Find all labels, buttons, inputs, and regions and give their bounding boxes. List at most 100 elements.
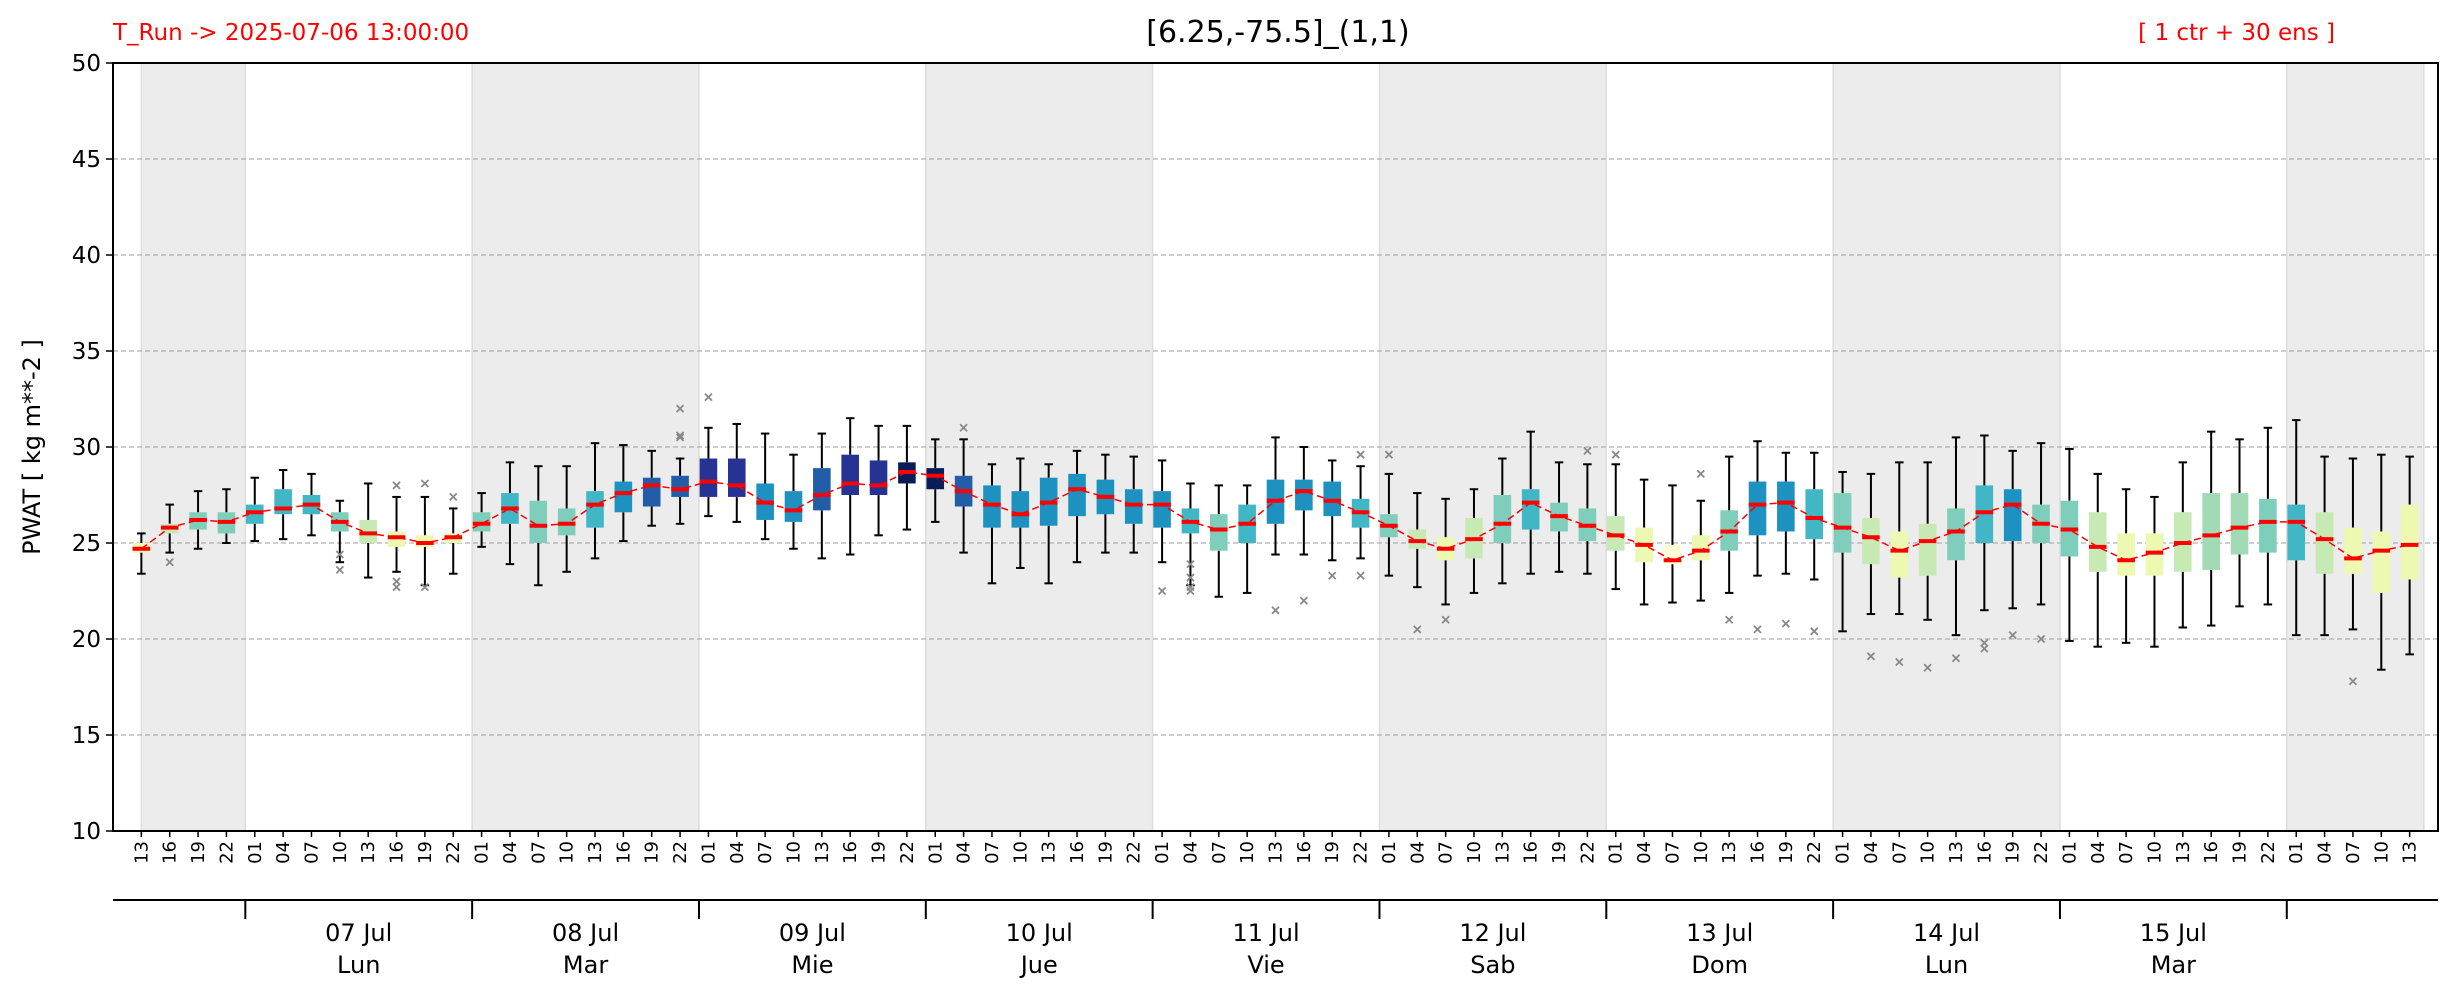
outlier [1271,606,1280,615]
x-tick-label: 01 [698,841,719,864]
x-tick-label: 22 [2031,841,2052,864]
date-label: 12 Jul [1459,919,1526,947]
x-tick-label: 01 [245,841,266,864]
date-label: 13 Jul [1686,919,1753,947]
outlier [1328,571,1337,580]
weekday-label: Sab [1470,951,1515,979]
outlier [1299,596,1308,605]
x-tick-label: 16 [1294,841,1315,864]
y-tick-label: 10 [72,819,101,845]
box [671,475,689,497]
x-tick-label: 16 [1521,841,1542,864]
box [813,468,831,511]
x-tick-label: 22 [1351,841,1372,864]
box [727,458,746,497]
x-tick-label: 10 [2144,841,2165,864]
x-tick-label: 10 [1691,841,1712,864]
weekday-label: Mar [2151,951,2196,979]
x-tick-label: 19 [1549,841,1570,864]
box [1210,514,1228,551]
box [1748,481,1767,536]
outlier [1895,657,1904,667]
weekday-label: Dom [1691,951,1748,979]
median-line [140,471,2410,562]
x-tick-label: 19 [2230,841,2251,864]
outlier [1384,450,1394,459]
chart-title: [6.25,-75.5]_(1,1) [1146,15,1409,50]
box [1295,479,1313,511]
x-tick-label: 16 [1748,841,1769,864]
outlier [704,392,713,402]
x-tick-label: 13 [1492,841,1513,864]
x-tick-label: 10 [1464,841,1485,864]
x-tick-label: 01 [2059,841,2080,864]
box [1777,481,1795,532]
x-tick-label: 07 [982,841,1003,864]
plot-frame [112,62,2439,832]
x-tick-label: 04 [727,841,748,864]
x-tick-label: 13 [1719,841,1740,864]
outlier [165,558,174,567]
x-tick-label: 04 [2088,841,2109,864]
outlier [335,550,344,559]
outlier [1611,450,1620,459]
x-tick-label: 04 [500,841,521,864]
x-tick-label: 22 [1577,841,1598,864]
box [1947,508,1965,561]
x-tick-label: 22 [670,841,691,864]
outlier [1781,619,1791,628]
x-tick-label: 07 [1889,841,1910,864]
x-tick-label: 19 [2003,841,2024,864]
date-label: 07 Jul [325,919,392,947]
y-tick-label: 20 [72,627,101,653]
weekday-label: Jue [1019,951,1058,979]
outlier [1157,586,1167,596]
box [2372,531,2391,593]
weekday-label: Mar [563,951,608,979]
weekday-label: Lun [1925,951,1968,979]
x-tick-label: 16 [613,841,634,864]
x-tick-label: 16 [387,841,408,864]
outlier [420,583,430,592]
outlier [1923,663,1932,672]
box [2259,498,2277,553]
x-tick-label: 01 [1379,841,1400,864]
box [699,458,718,497]
x-tick-label: 04 [1407,841,1428,864]
x-tick-label: 13 [358,841,379,864]
outlier [1951,654,1961,663]
x-tick-label: 04 [954,841,975,864]
box [926,468,945,490]
x-tick-label: 13 [2173,841,2194,864]
outlier [1186,573,1195,582]
x-tick-label: 13 [1946,841,1967,864]
outlier [1186,586,1195,596]
x-tick-label: 19 [415,841,436,864]
box [1890,531,1909,578]
y-tick-label: 30 [72,435,101,461]
x-tick-label: 01 [1833,841,1854,864]
outlier [449,492,458,502]
weekday-label: Mie [791,951,833,979]
x-tick-label: 16 [840,841,861,864]
x-tick-label: 10 [2371,841,2392,864]
box [1862,518,1880,565]
x-tick-label: 16 [160,841,181,864]
box [586,491,604,528]
box [2287,504,2306,561]
outlier [1186,559,1195,569]
x-tick-label: 13 [585,841,606,864]
x-tick-label: 22 [1804,841,1825,864]
outlier [1356,450,1365,459]
x-tick-label: 07 [528,841,549,864]
x-tick-label: 19 [642,841,663,864]
outlier [675,404,685,413]
x-tick-label: 19 [1322,841,1343,864]
x-tick-label: 01 [2286,841,2307,864]
y-tick-label: 40 [72,243,101,269]
outlier [335,565,344,575]
x-tick-label: 04 [1180,841,1201,864]
outlier [675,431,685,440]
outlier [392,583,401,592]
